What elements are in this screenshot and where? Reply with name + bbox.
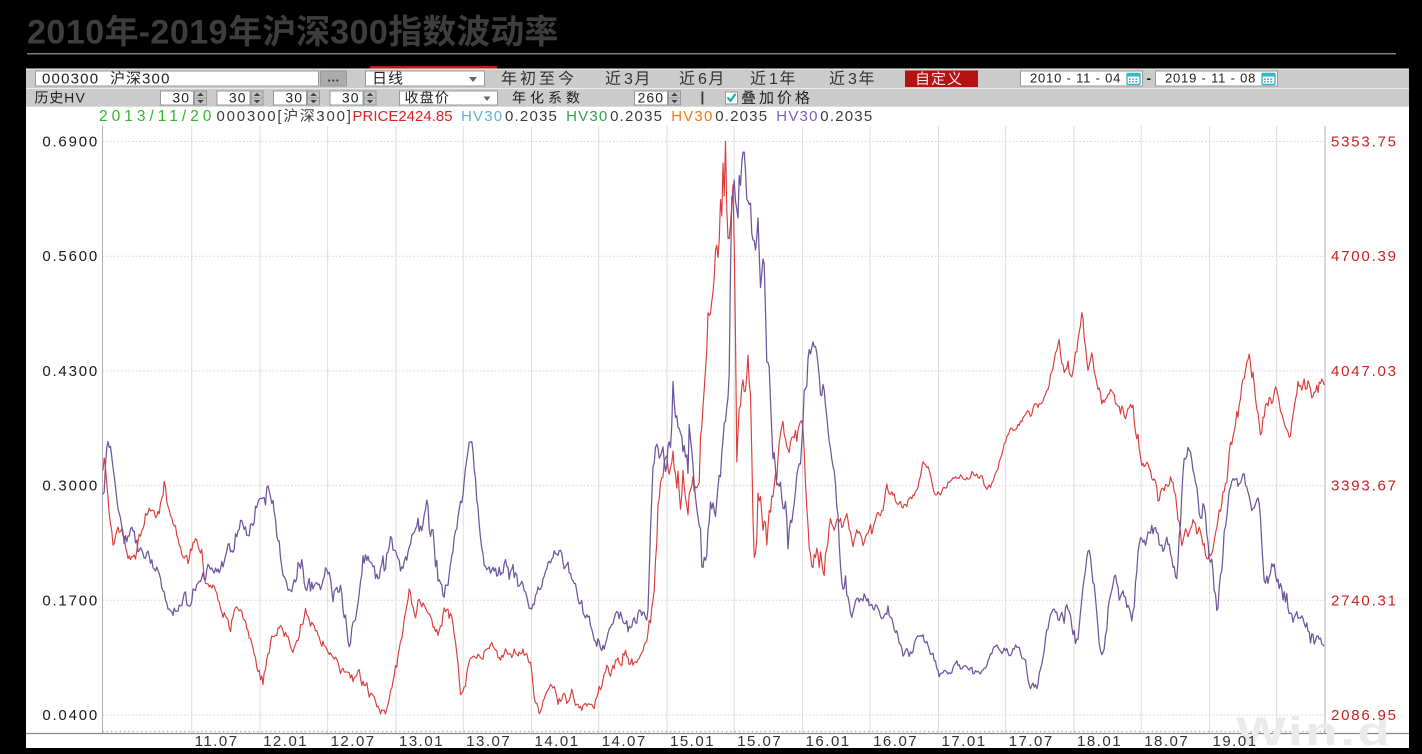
- svg-text:0.5600: 0.5600: [42, 248, 99, 265]
- svg-text:15.07: 15.07: [737, 733, 782, 750]
- svg-text:16.01: 16.01: [806, 733, 851, 750]
- svg-text:0.1700: 0.1700: [42, 592, 99, 609]
- svg-text:12.01: 12.01: [263, 733, 308, 750]
- svg-text:0.0400: 0.0400: [42, 707, 99, 724]
- svg-text:0.2035: 0.2035: [820, 108, 873, 125]
- svg-text:2013/11/20: 2013/11/20: [99, 108, 215, 125]
- svg-text:16.07: 16.07: [873, 733, 918, 750]
- svg-text:-: -: [1147, 70, 1152, 86]
- svg-text:2740.31: 2740.31: [1331, 592, 1398, 609]
- svg-text:000300: 000300: [42, 71, 99, 88]
- svg-text:13.07: 13.07: [466, 733, 511, 750]
- svg-text:300: 300: [142, 71, 171, 88]
- svg-text:0.6900: 0.6900: [42, 134, 99, 151]
- svg-text:30: 30: [229, 90, 247, 106]
- svg-text:3: 3: [624, 71, 634, 88]
- svg-text:19.01: 19.01: [1213, 733, 1258, 750]
- svg-text:15.01: 15.01: [670, 733, 715, 750]
- svg-text:300: 300: [330, 14, 388, 52]
- svg-text:1: 1: [769, 71, 779, 88]
- svg-text:4047.03: 4047.03: [1331, 363, 1398, 380]
- svg-text:30: 30: [172, 90, 190, 106]
- svg-text:Win.d: Win.d: [1236, 709, 1392, 753]
- svg-text:17.07: 17.07: [1009, 733, 1054, 750]
- svg-text:0.3000: 0.3000: [42, 478, 99, 495]
- svg-text:0.2035: 0.2035: [505, 108, 558, 125]
- svg-text:11.07: 11.07: [195, 733, 239, 750]
- svg-text:000300[: 000300[: [217, 108, 284, 125]
- svg-text:-2019: -2019: [139, 14, 228, 52]
- svg-text:30: 30: [342, 90, 360, 106]
- svg-text:2010: 2010: [27, 14, 105, 52]
- svg-text:12.07: 12.07: [331, 733, 376, 750]
- svg-text:30: 30: [285, 90, 303, 106]
- svg-text:3: 3: [848, 71, 858, 88]
- svg-text:4700.39: 4700.39: [1331, 248, 1398, 265]
- svg-text:2086.95: 2086.95: [1331, 707, 1398, 724]
- svg-text:18.01: 18.01: [1077, 733, 1122, 750]
- svg-text:HV30: HV30: [671, 108, 713, 125]
- svg-text:18.07: 18.07: [1144, 733, 1189, 750]
- svg-text:5353.75: 5353.75: [1331, 134, 1398, 151]
- svg-text:300]: 300]: [316, 108, 352, 125]
- svg-text:6: 6: [698, 71, 708, 88]
- svg-text:HV30: HV30: [776, 108, 818, 125]
- svg-text:HV30: HV30: [566, 108, 608, 125]
- svg-text:0.2035: 0.2035: [610, 108, 663, 125]
- svg-text:260: 260: [638, 90, 664, 106]
- svg-text:PRICE2424.85: PRICE2424.85: [353, 108, 453, 125]
- svg-text:14.07: 14.07: [602, 733, 647, 750]
- svg-text:0.2035: 0.2035: [715, 108, 768, 125]
- svg-text:3393.67: 3393.67: [1331, 478, 1398, 495]
- svg-text:2010 - 11 - 04: 2010 - 11 - 04: [1030, 71, 1121, 86]
- svg-text:HV: HV: [64, 90, 86, 106]
- svg-text:0.4300: 0.4300: [42, 363, 99, 380]
- svg-text:17.01: 17.01: [942, 733, 987, 750]
- svg-text:...: ...: [327, 70, 339, 85]
- svg-text:2019 - 11 - 08: 2019 - 11 - 08: [1165, 71, 1256, 86]
- svg-text:14.01: 14.01: [535, 733, 580, 750]
- svg-text:HV30: HV30: [461, 108, 503, 125]
- svg-text:13.01: 13.01: [399, 733, 444, 750]
